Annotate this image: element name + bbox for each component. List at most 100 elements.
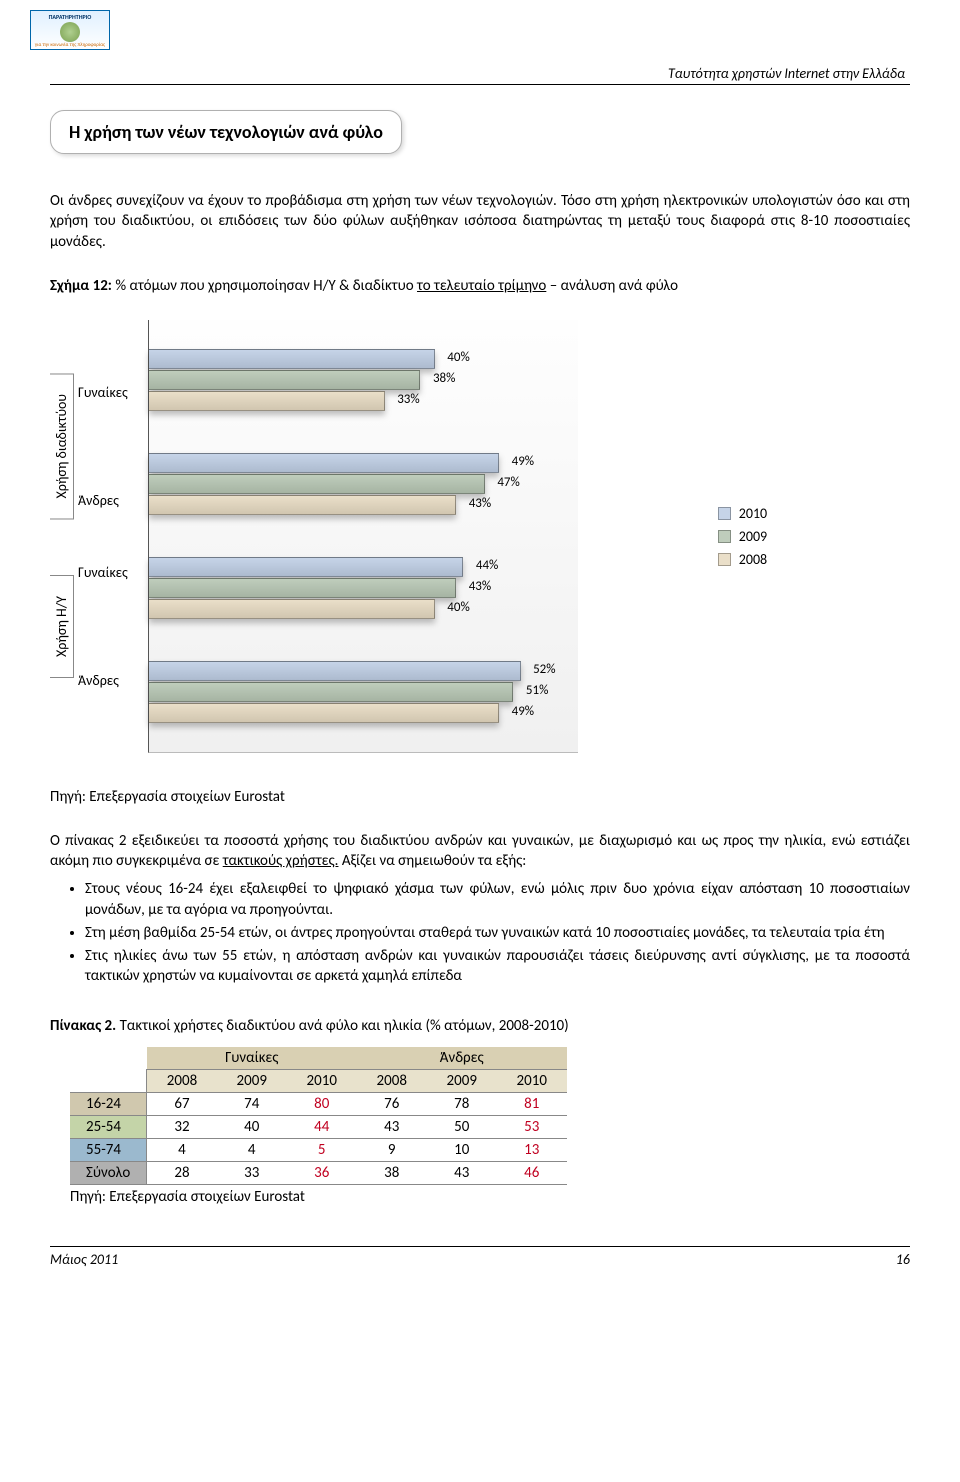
bar-value-label: 43% (469, 579, 491, 594)
bar-value-label: 49% (512, 704, 534, 719)
header-divider (50, 84, 910, 85)
table-sub-header: 2010 (287, 1069, 357, 1092)
bar-value-label: 40% (447, 600, 469, 615)
table-cell: 4 (217, 1138, 287, 1161)
bar-cluster: 44%43%40% (149, 557, 578, 619)
axis-category-label: Άνδρες (78, 470, 128, 530)
axis-group-title: Χρήση Η/Υ (50, 575, 74, 678)
bar-cluster: 49% 47% 43% (149, 453, 578, 515)
table-cell: 53 (497, 1115, 567, 1138)
footer-left: Μάιος 2011 (50, 1251, 118, 1268)
chart-caption-prefix: Σχήμα 12: (50, 277, 115, 295)
table-row-label: Σύνολο (70, 1161, 147, 1184)
table-cell: 80 (287, 1092, 357, 1115)
table-cell: 5 (287, 1138, 357, 1161)
bar-value-label: 38% (433, 371, 455, 386)
legend-item: 2009 (718, 528, 767, 545)
running-title: Ταυτότητα χρηστών Internet στην Ελλάδα (50, 30, 910, 82)
legend-item: 2010 (718, 505, 767, 522)
legend-item: 2008 (718, 551, 767, 568)
table-caption-main: Τακτικοί χρήστες διαδικτύου ανά φύλο και… (120, 1017, 569, 1035)
logo-text-bottom: για την κοινωνία της πληροφορίας (35, 43, 105, 48)
table-sub-header: 2010 (497, 1069, 567, 1092)
table-cell: 13 (497, 1138, 567, 1161)
table-cell: 43 (357, 1115, 427, 1138)
bullet-list: Στους νέους 16-24 έχει εξαλειφθεί το ψηφ… (50, 879, 910, 986)
logo-text-top: ΠΑΡΑΤΗΡΗΤΗΡΙΟ (49, 13, 92, 21)
table-cell: 44 (287, 1115, 357, 1138)
bar-cluster: 52%51%49% (149, 661, 578, 723)
table-cell: 43 (427, 1161, 497, 1184)
chart: Χρήση διαδικτύουΓυναίκεςΆνδρεςΧρήση Η/ΥΓ… (50, 320, 910, 753)
bar: 40% (149, 599, 435, 619)
table-row: 55-7444591013 (70, 1138, 567, 1161)
table-cell: 4 (147, 1138, 217, 1161)
bar-value-label: 44% (476, 558, 498, 573)
chart-legend: 2010 2009 2008 (718, 499, 767, 574)
axis-category-label: Γυναίκες (78, 362, 128, 422)
table-group-header: Άνδρες (357, 1047, 567, 1070)
table-cell: 38 (357, 1161, 427, 1184)
table-cell: 33 (217, 1161, 287, 1184)
axis-group: Χρήση διαδικτύουΓυναίκεςΆνδρες (50, 362, 128, 530)
chart-source: Πηγή: Επεξεργασία στοιχείων Eurostat (50, 788, 910, 806)
legend-swatch (718, 507, 731, 520)
table-cell: 28 (147, 1161, 217, 1184)
table-cell: 10 (427, 1138, 497, 1161)
bar-value-label: 49% (512, 454, 534, 469)
table-cell: 76 (357, 1092, 427, 1115)
bar: 38% (149, 370, 421, 390)
table-cell: 81 (497, 1092, 567, 1115)
table-row: 25-54324044435053 (70, 1115, 567, 1138)
table-cell: 46 (497, 1161, 567, 1184)
table-sub-header: 2009 (217, 1069, 287, 1092)
paragraph-2: Ο πίνακας 2 εξειδικεύει τα ποσοστά χρήση… (50, 831, 910, 872)
bullet-item: Στους νέους 16-24 έχει εξαλειφθεί το ψηφ… (85, 879, 910, 920)
bar: 40% (149, 349, 435, 369)
table-cell: 74 (217, 1092, 287, 1115)
table-group-header: Γυναίκες (147, 1047, 357, 1070)
bullet-item: Στη μέση βαθμίδα 25-54 ετών, οι άντρες π… (85, 923, 910, 943)
bar-value-label: 33% (397, 392, 419, 407)
page-footer: Μάιος 2011 16 (50, 1246, 910, 1268)
bar: 49% (149, 453, 499, 473)
table-caption: Πίνακας 2. Τακτικοί χρήστες διαδικτύου α… (50, 1017, 910, 1035)
bar-cluster: 40%38%33% (149, 349, 578, 411)
bar: 43% (149, 578, 456, 598)
table-row: Σύνολο283336384346 (70, 1161, 567, 1184)
table-sub-header: 2008 (357, 1069, 427, 1092)
table-sub-header: 2009 (427, 1069, 497, 1092)
bar: 49% (149, 703, 499, 723)
bar-value-label: 47% (497, 475, 519, 490)
legend-swatch (718, 553, 731, 566)
bar-value-label: 43% (469, 496, 491, 511)
table-cell: 9 (357, 1138, 427, 1161)
table-cell: 67 (147, 1092, 217, 1115)
bar: 51% (149, 682, 514, 702)
legend-label: 2010 (739, 505, 767, 522)
chart-caption-main: % ατόμων που χρησιμοποίησαν Η/Υ & διαδίκ… (115, 277, 417, 295)
bullet-item: Στις ηλικίες άνω των 55 ετών, η απόσταση… (85, 946, 910, 987)
para2-under: τακτικούς χρήστες. (223, 852, 339, 870)
table-cell: 32 (147, 1115, 217, 1138)
chart-caption-underlined: το τελευταίο τρίμηνο (417, 277, 546, 295)
legend-swatch (718, 530, 731, 543)
data-table: ΓυναίκεςΆνδρες20082009201020082009201016… (70, 1047, 567, 1185)
table-cell: 50 (427, 1115, 497, 1138)
table-caption-prefix: Πίνακας 2. (50, 1017, 120, 1035)
table-cell: 40 (217, 1115, 287, 1138)
bar: 44% (149, 557, 464, 577)
legend-label: 2008 (739, 551, 767, 568)
bar: 33% (149, 391, 385, 411)
table-row: 16-24677480767881 (70, 1092, 567, 1115)
table-source: Πηγή: Επεξεργασία στοιχείων Eurostat (70, 1188, 910, 1206)
logo-icon (60, 22, 80, 42)
footer-right: 16 (896, 1251, 910, 1268)
legend-label: 2009 (739, 528, 767, 545)
chart-caption: Σχήμα 12: % ατόμων που χρησιμοποίησαν Η/… (50, 277, 910, 295)
chart-caption-suffix: – ανάλυση ανά φύλο (546, 277, 678, 295)
axis-category-label: Γυναίκες (78, 542, 128, 602)
para2-post: Αξίζει να σημειωθούν τα εξής: (338, 852, 526, 870)
bar-value-label: 40% (447, 350, 469, 365)
table-row-label: 25-54 (70, 1115, 147, 1138)
